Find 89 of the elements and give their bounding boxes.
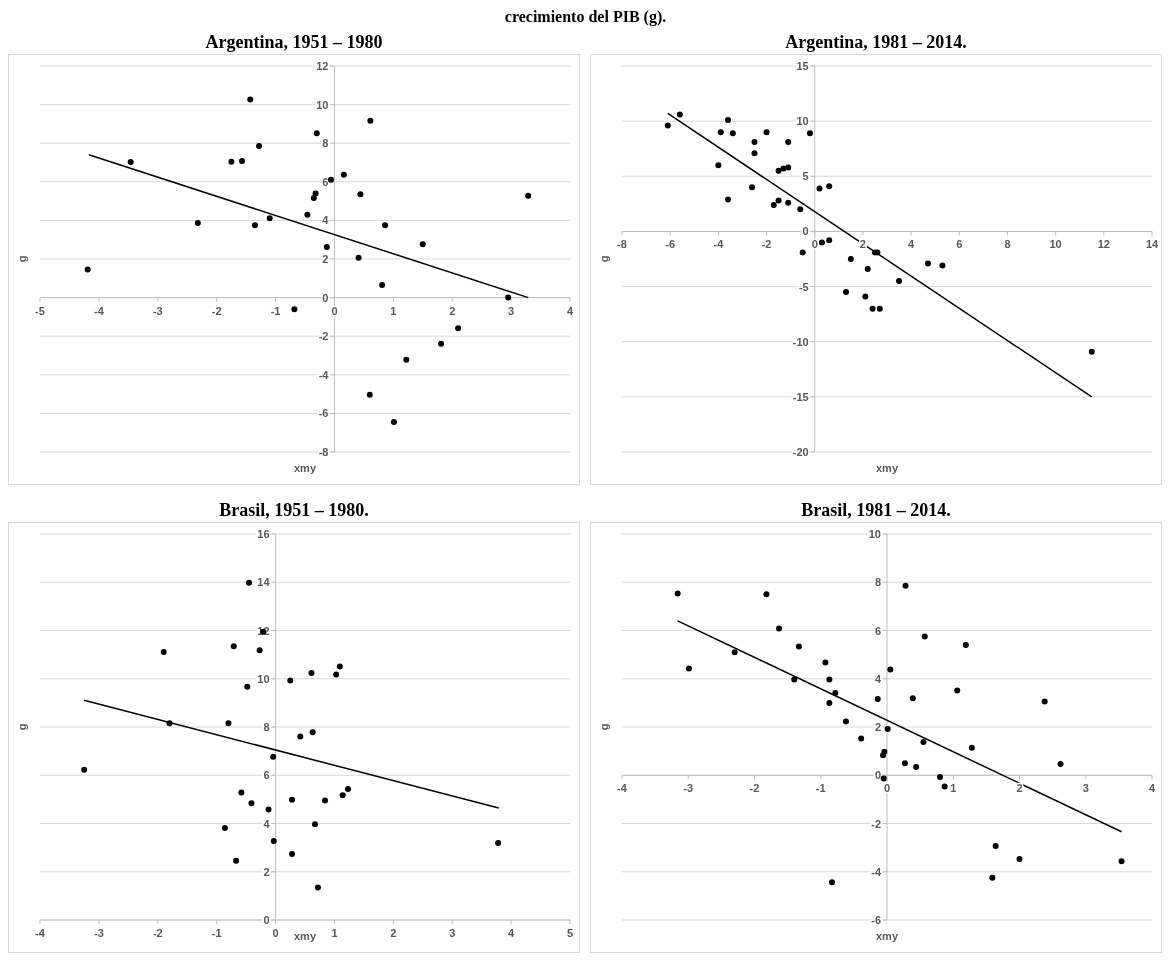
x-tick-label: 14 [1145,238,1159,251]
y-tick-label: 14 [257,576,271,589]
x-tick-label: -3 [152,304,163,317]
x-tick-label: 0 [811,238,818,251]
y-tick-label: 6 [322,175,329,188]
y-tick-label: 4 [263,817,271,830]
x-tick-label: -5 [35,304,45,317]
x-tick-label: 4 [566,304,574,317]
x-tick-label: 8 [1004,238,1011,251]
y-tick-label: 0 [874,769,881,782]
y-tick-label: 8 [322,137,329,150]
y-axis-title: g [16,723,28,731]
x-tick-label: 1 [331,927,338,939]
x-tick-label: 2 [390,927,397,939]
chart-title: Brasil, 1981 – 2014. [801,500,951,520]
y-tick-label: 15 [796,60,809,72]
x-tick-label: 3 [1082,782,1089,795]
x-tick-label: 0 [883,782,891,795]
y-tick-label: 2 [263,865,270,878]
y-tick-label: -8 [318,446,329,458]
x-axis-title: xmy [875,462,899,474]
y-tick-label: 0 [322,291,329,304]
x-tick-label: -2 [749,782,760,795]
y-tick-label: 12 [316,60,329,72]
x-tick-label: -6 [665,238,676,251]
x-tick-label: 2 [1016,782,1023,795]
x-tick-label: 12 [1097,238,1110,251]
x-tick-label: 1 [950,782,957,795]
y-tick-label: 6 [874,624,881,637]
y-tick-label: 10 [868,528,881,540]
chart-title: Brasil, 1951 – 1980. [219,500,369,520]
x-tick-label: -1 [270,304,281,317]
y-axis-title: g [598,723,610,731]
x-tick-label: 6 [956,238,963,251]
x-tick-label: 4 [508,927,516,939]
x-tick-label: -4 [94,304,105,317]
x-tick-label: 0 [331,304,338,317]
x-tick-label: 2 [449,304,456,317]
y-tick-label: 4 [874,672,882,685]
y-axis-title: g [16,255,28,263]
y-tick-label: 8 [874,576,881,589]
y-tick-label: -6 [871,914,881,926]
x-tick-label: 1 [390,304,397,317]
y-tick-label: -10 [792,335,809,348]
x-axis-title: xmy [293,930,317,942]
x-tick-label: 4 [908,238,916,251]
x-tick-label: -3 [94,927,104,939]
x-tick-label: -4 [35,927,46,939]
x-tick-label: -4 [713,238,725,251]
x-tick-label: -4 [617,782,628,795]
y-tick-label: -5 [798,280,809,293]
x-tick-label: 3 [449,927,456,939]
chart-title: Argentina, 1981 – 2014. [785,32,967,52]
x-tick-label: 5 [566,927,574,939]
y-tick-label: 16 [257,528,270,540]
y-axis-title: g [598,255,610,263]
y-tick-label: -2 [318,330,329,343]
y-tick-label: 10 [316,98,329,111]
y-tick-label: 0 [802,225,809,238]
y-tick-label: 4 [322,214,330,227]
y-tick-label: 8 [263,721,270,733]
x-axis-title: xmy [293,462,317,474]
y-tick-label: -20 [792,446,809,458]
y-tick-label: -4 [318,368,330,381]
x-tick-label: -1 [815,782,826,795]
y-tick-label: -2 [871,817,881,830]
y-tick-label: 10 [796,115,809,128]
x-tick-label: 3 [508,304,515,317]
x-tick-label: 10 [1049,238,1062,251]
y-tick-label: 2 [874,721,881,733]
y-tick-label: -6 [318,407,329,420]
x-axis-title: xmy [875,930,899,942]
y-tick-label: 10 [257,672,270,685]
y-tick-label: 2 [322,253,329,265]
x-tick-label: -2 [761,238,772,251]
x-tick-label: 4 [1148,782,1156,795]
x-tick-label: -2 [211,304,222,317]
x-tick-label: -3 [683,782,694,795]
x-tick-label: -8 [617,238,627,251]
y-tick-label: 6 [263,769,270,782]
text: crecimiento del PIB (g). [504,8,667,26]
y-tick-label: 0 [263,914,270,926]
x-tick-label: -1 [211,927,222,939]
y-tick-label: -4 [871,865,882,878]
x-tick-label: 0 [272,927,279,939]
chart-title: Argentina, 1951 – 1980 [205,32,383,52]
y-tick-label: 5 [802,170,809,183]
y-tick-label: -15 [792,390,809,403]
x-tick-label: -2 [152,927,163,939]
